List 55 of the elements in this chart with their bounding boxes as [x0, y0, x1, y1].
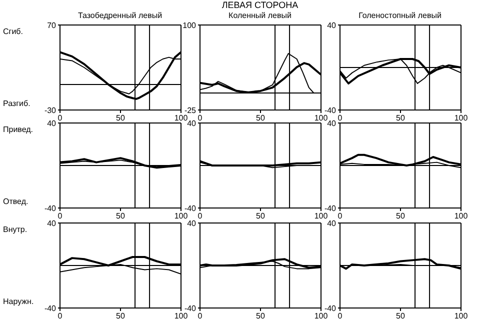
y-tick-label: -40 — [44, 204, 57, 213]
x-tick-label: 50 — [116, 212, 126, 221]
x-tick-label: 100 — [314, 212, 328, 221]
x-tick-label: 50 — [396, 312, 406, 320]
x-tick-label: 50 — [396, 114, 406, 123]
x-tick-label: 50 — [256, 114, 266, 123]
y-tick-label: -40 — [324, 204, 337, 213]
y-tick-label: -40 — [44, 304, 57, 313]
x-tick-label: 100 — [174, 212, 188, 221]
text: Разгиб. — [3, 99, 30, 108]
y-tick-label: -40 — [324, 304, 337, 313]
x-tick-label: 0 — [338, 212, 343, 221]
x-tick-label: 0 — [198, 312, 203, 320]
y-tick-label: 40 — [47, 118, 57, 128]
x-tick-label: 100 — [314, 312, 328, 320]
x-tick-label: 0 — [198, 114, 203, 123]
x-tick-label: 100 — [174, 114, 188, 123]
y-tick-label: 70 — [47, 20, 57, 30]
x-tick-label: 50 — [116, 312, 126, 320]
y-tick-label: -40 — [184, 204, 197, 213]
chart-subtitle: Голеностопный левый — [358, 11, 442, 20]
text: Отвед. — [3, 197, 28, 206]
x-tick-label: 0 — [58, 212, 63, 221]
x-tick-label: 0 — [338, 114, 343, 123]
x-tick-label: 50 — [256, 312, 266, 320]
text: Наружн. — [3, 297, 34, 306]
text: Привед. — [3, 125, 33, 134]
x-tick-label: 0 — [58, 114, 63, 123]
x-tick-label: 100 — [454, 212, 468, 221]
x-tick-label: 0 — [338, 312, 343, 320]
x-tick-label: 0 — [198, 212, 203, 221]
y-tick-label: -40 — [324, 106, 337, 115]
y-tick-label: -25 — [184, 106, 197, 115]
y-tick-label: 40 — [47, 218, 57, 228]
y-tick-label: 40 — [327, 218, 337, 228]
x-tick-label: 100 — [454, 312, 468, 320]
x-tick-label: 100 — [454, 114, 468, 123]
x-tick-label: 50 — [396, 212, 406, 221]
y-tick-label: -40 — [184, 304, 197, 313]
y-tick-label: 40 — [187, 118, 197, 128]
x-tick-label: 100 — [174, 312, 188, 320]
chart-title: ЛЕВАЯ СТОРОНА — [220, 0, 300, 10]
chart-subtitle: Тазобедренный левый — [76, 11, 164, 20]
y-tick-label: 100 — [182, 20, 197, 30]
y-tick-label: -30 — [44, 106, 57, 115]
text: Сгиб. — [3, 27, 23, 36]
x-tick-label: 100 — [314, 114, 328, 123]
chart-subtitle: Коленный левый — [228, 11, 292, 20]
y-tick-label: 40 — [327, 20, 337, 30]
x-tick-label: 50 — [116, 114, 126, 123]
x-tick-label: 0 — [58, 312, 63, 320]
y-tick-label: 40 — [187, 218, 197, 228]
y-tick-label: 40 — [327, 118, 337, 128]
x-tick-label: 50 — [256, 212, 266, 221]
text: Внутр. — [3, 225, 28, 234]
